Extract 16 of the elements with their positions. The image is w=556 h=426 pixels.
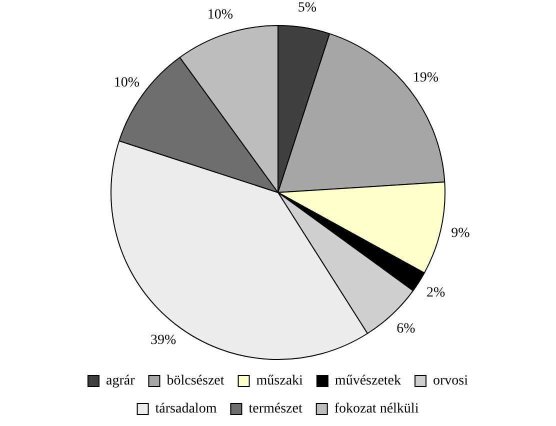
data-label: 5% [298,0,317,16]
legend-label: fokozat nélküli [334,402,419,417]
data-label: 2% [426,285,446,300]
legend-label: agrár [106,374,136,389]
data-label: 19% [412,70,439,86]
legend-label: műszaki [256,374,304,389]
data-label: 39% [150,332,177,348]
data-label: 10% [207,7,234,22]
data-label: 6% [396,321,416,336]
legend-label: művészetek [334,374,402,389]
data-label: 10% [114,75,140,90]
data-label: 9% [451,226,470,241]
legend-label: orvosi [433,374,468,389]
legend-label: természet [248,402,302,417]
legend-label: társadalom [155,402,217,417]
legend-label: bölcsészet [166,374,224,389]
